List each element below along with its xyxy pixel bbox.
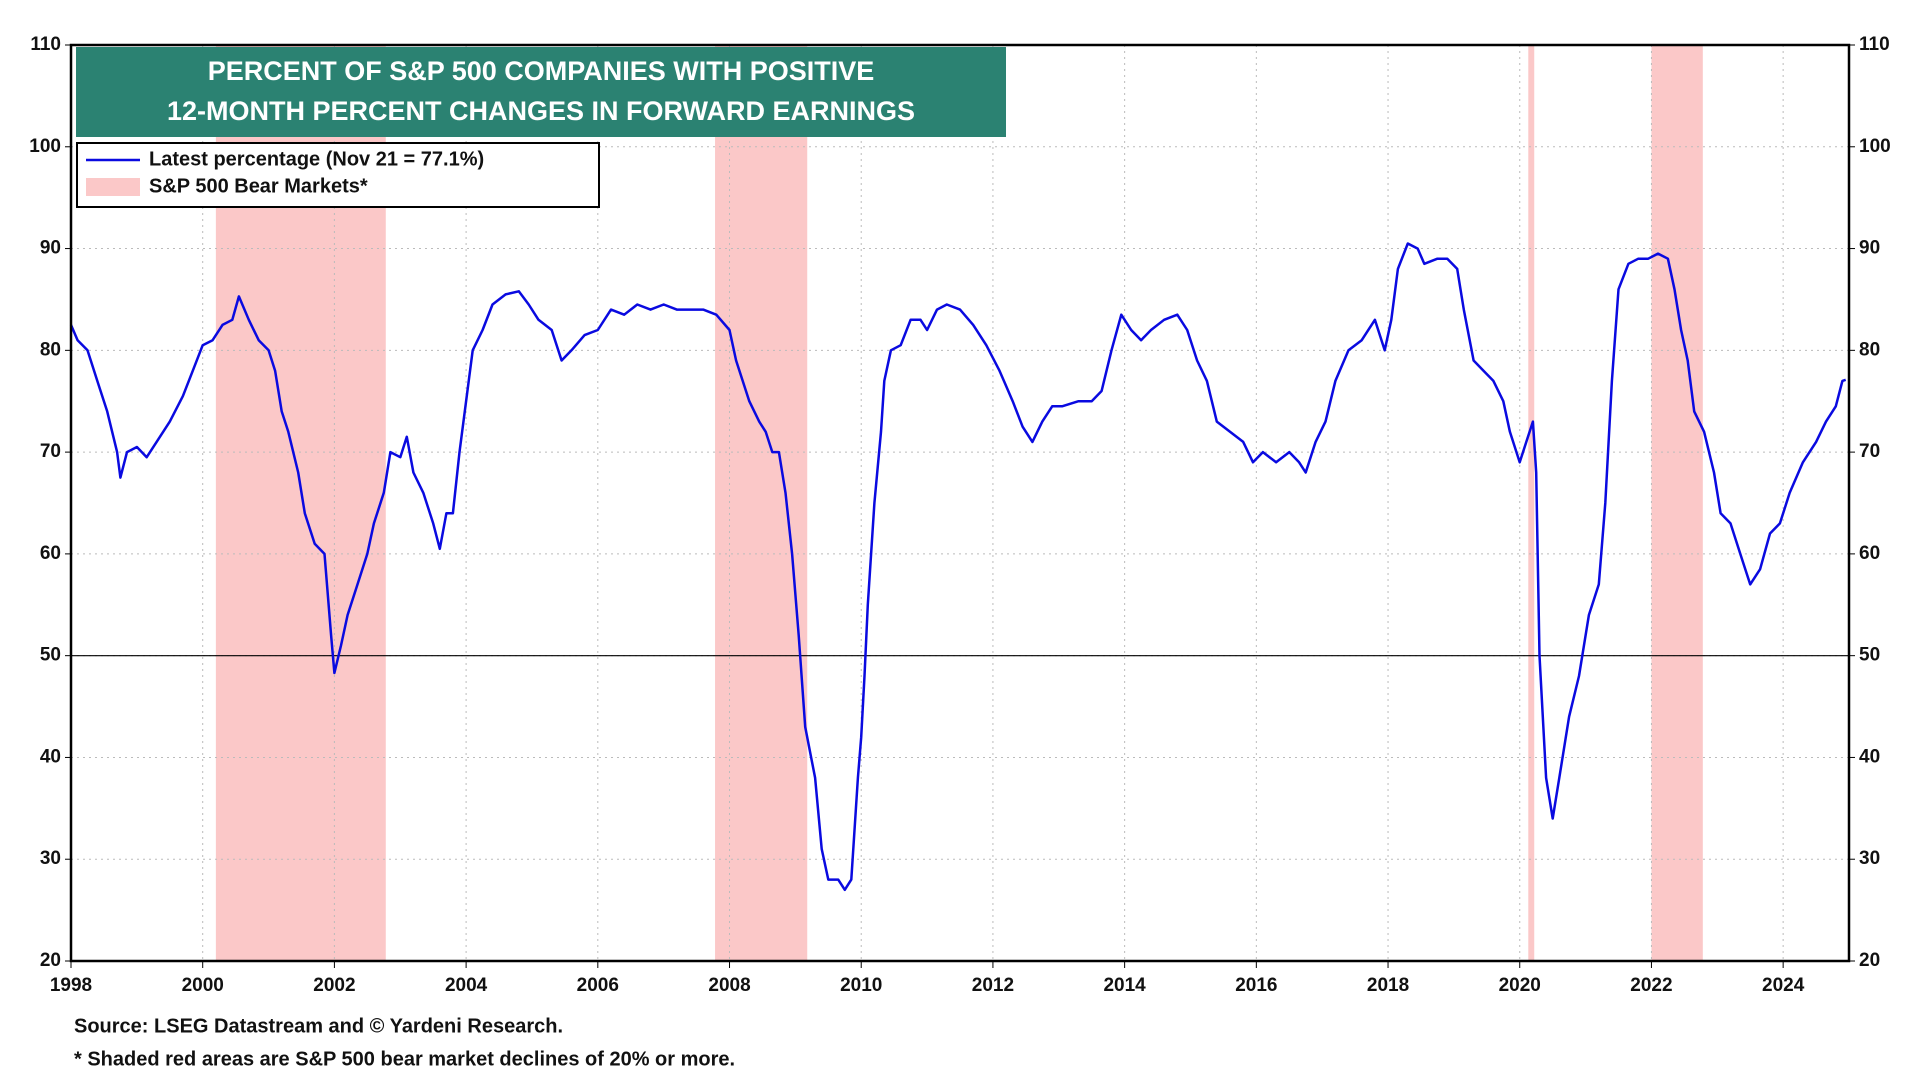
legend-label: Latest percentage (Nov 21 = 77.1%) bbox=[149, 148, 484, 170]
plot-frame bbox=[69, 43, 1851, 963]
x-tick-label: 2018 bbox=[1367, 975, 1409, 996]
y2-tick-label: 60 bbox=[1859, 543, 1880, 564]
y2-tick-label: 80 bbox=[1859, 339, 1880, 360]
y-tick-label: 80 bbox=[40, 339, 61, 360]
y-tick-label: 40 bbox=[40, 746, 61, 767]
x-tick-label: 2000 bbox=[182, 975, 224, 996]
x-tick-label: 2010 bbox=[840, 975, 882, 996]
data-line bbox=[69, 242, 1847, 892]
x-tick-label: 2002 bbox=[313, 975, 355, 996]
legend-shade bbox=[86, 178, 140, 196]
y2-tick-label: 100 bbox=[1859, 136, 1891, 157]
x-tick-label: 1998 bbox=[50, 975, 92, 996]
y2-tick-label: 70 bbox=[1859, 441, 1880, 462]
chart-title: 12-MONTH PERCENT CHANGES IN FORWARD EARN… bbox=[167, 96, 915, 126]
y-tick-label: 110 bbox=[30, 34, 61, 55]
footnote: * Shaded red areas are S&P 500 bear mark… bbox=[74, 1048, 735, 1070]
y2-tick-label: 30 bbox=[1859, 848, 1880, 869]
y-tick-label: 50 bbox=[40, 645, 61, 666]
y-tick-label: 20 bbox=[40, 950, 61, 971]
x-tick-label: 2016 bbox=[1235, 975, 1277, 996]
y-tick-label: 90 bbox=[40, 238, 61, 259]
x-tick-label: 2006 bbox=[577, 975, 619, 996]
x-tick-label: 2024 bbox=[1762, 975, 1805, 996]
x-tick-label: 2004 bbox=[445, 975, 488, 996]
title-box bbox=[76, 47, 1006, 137]
y2-tick-label: 40 bbox=[1859, 746, 1880, 767]
x-tick-label: 2008 bbox=[708, 975, 750, 996]
source-note: Source: LSEG Datastream and © Yardeni Re… bbox=[74, 1015, 563, 1037]
x-tick-label: 2020 bbox=[1499, 975, 1541, 996]
y-tick-label: 70 bbox=[40, 441, 61, 462]
x-tick-label: 2022 bbox=[1630, 975, 1672, 996]
y2-tick-label: 20 bbox=[1859, 950, 1880, 971]
y-tick-label: 100 bbox=[29, 136, 61, 157]
y2-tick-label: 50 bbox=[1859, 645, 1880, 666]
chart-title: PERCENT OF S&P 500 COMPANIES WITH POSITI… bbox=[208, 56, 875, 86]
legend-label: S&P 500 Bear Markets* bbox=[149, 175, 368, 197]
legend-box bbox=[76, 142, 600, 208]
y2-tick-label: 90 bbox=[1859, 238, 1880, 259]
y-tick-label: 60 bbox=[40, 543, 61, 564]
bear-market bbox=[1651, 45, 1703, 961]
y2-tick-label: 110 bbox=[1859, 34, 1890, 55]
bear-market bbox=[715, 45, 808, 961]
x-tick-label: 2014 bbox=[1103, 975, 1146, 996]
x-tick-label: 2012 bbox=[972, 975, 1014, 996]
lines bbox=[69, 242, 1849, 892]
bear-market bbox=[1528, 45, 1535, 961]
y-tick-label: 30 bbox=[40, 848, 61, 869]
